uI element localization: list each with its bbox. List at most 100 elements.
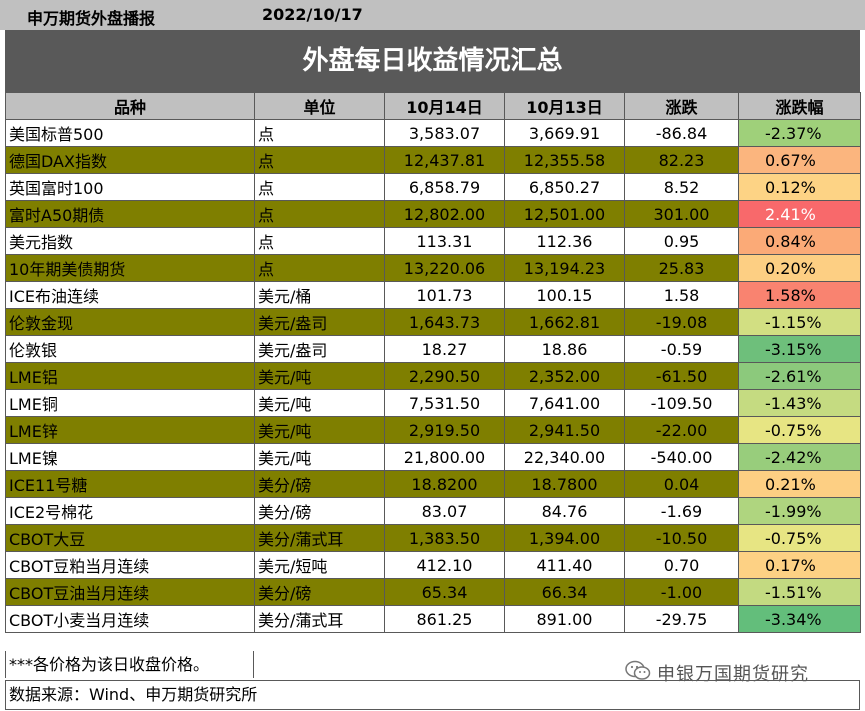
change-cell: -19.08 (624, 308, 739, 336)
watermark-text: 申银万国期货研究 (657, 664, 809, 685)
product-name-cell: CBOT豆粕当月连续 (5, 551, 255, 579)
unit-cell: 点 (254, 173, 385, 201)
oct13-price-cell: 100.15 (504, 281, 625, 309)
oct13-price-cell: 112.36 (504, 227, 625, 255)
unit-cell: 美分/磅 (254, 578, 385, 606)
change-pct-cell: -3.34% (738, 605, 861, 633)
product-name-cell: ICE布油连续 (5, 281, 255, 309)
oct14-price-cell: 13,220.06 (384, 254, 505, 282)
product-name-cell: CBOT豆油当月连续 (5, 578, 255, 606)
oct13-price-cell: 2,352.00 (504, 362, 625, 390)
wechat-icon (625, 660, 651, 686)
table-row: LME镍 美元/吨 21,800.00 22,340.00 -540.00 -2.42% (5, 443, 861, 471)
oct14-price-cell: 1,643.73 (384, 308, 505, 336)
product-name-cell: CBOT小麦当月连续 (5, 605, 255, 633)
oct13-price-cell: 12,501.00 (504, 200, 625, 228)
oct14-price-cell: 101.73 (384, 281, 505, 309)
table-row: CBOT小麦当月连续 美分/蒲式耳 861.25 891.00 -29.75 -3.34% (5, 605, 861, 633)
oct13-price-cell: 7,641.00 (504, 389, 625, 417)
table-row: ICE11号糖 美分/磅 18.8200 18.7800 0.04 0.21% (5, 470, 861, 498)
oct14-price-cell: 113.31 (384, 227, 505, 255)
change-pct-cell: 0.12% (738, 173, 861, 201)
product-name-cell: 伦敦银 (5, 335, 255, 363)
table-row: CBOT豆粕当月连续 美元/短吨 412.10 411.40 0.70 0.17% (5, 551, 861, 579)
change-pct-cell: -2.37% (738, 119, 861, 147)
unit-cell: 美元/短吨 (254, 551, 385, 579)
change-cell: 25.83 (624, 254, 739, 282)
change-cell: -1.69 (624, 497, 739, 525)
product-name-cell: LME铜 (5, 389, 255, 417)
oct13-price-cell: 12,355.58 (504, 146, 625, 174)
oct13-price-cell: 2,941.50 (504, 416, 625, 444)
change-cell: 0.04 (624, 470, 739, 498)
oct14-price-cell: 861.25 (384, 605, 505, 633)
change-cell: -10.50 (624, 524, 739, 552)
change-pct-cell: 2.41% (738, 200, 861, 228)
change-pct-cell: -3.15% (738, 335, 861, 363)
change-cell: 301.00 (624, 200, 739, 228)
watermark: 申银万国期货研究 (625, 660, 809, 686)
change-cell: -0.59 (624, 335, 739, 363)
change-pct-cell: -2.61% (738, 362, 861, 390)
oct14-price-cell: 83.07 (384, 497, 505, 525)
product-name-cell: 富时A50期债 (5, 200, 255, 228)
oct14-price-cell: 7,531.50 (384, 389, 505, 417)
change-pct-cell: -0.75% (738, 524, 861, 552)
unit-cell: 点 (254, 146, 385, 174)
oct14-price-cell: 65.34 (384, 578, 505, 606)
oct13-price-cell: 3,669.91 (504, 119, 625, 147)
table-row: 富时A50期债点 12,802.00 12,501.00 301.00 2.41% (5, 200, 861, 228)
product-name-cell: ICE11号糖 (5, 470, 255, 498)
page-title: 外盘每日收益情况汇总 (5, 30, 860, 92)
oct14-price-cell: 18.27 (384, 335, 505, 363)
table-row: 美元指数点 113.31 112.36 0.95 0.84% (5, 227, 861, 255)
unit-cell: 美元/吨 (254, 443, 385, 471)
unit-cell: 美元/盎司 (254, 335, 385, 363)
returns-table: 品种 单位 10月14日 10月13日 涨跌 涨跌幅 美国标普500 点 3,583… (5, 92, 861, 633)
table-row: LME铜 美元/吨 7,531.50 7,641.00 -109.50 -1.43% (5, 389, 861, 417)
table-row: CBOT大豆 美分/蒲式耳 1,383.50 1,394.00 -10.50 -0.75% (5, 524, 861, 552)
oct14-price-cell: 18.8200 (384, 470, 505, 498)
change-cell: 0.95 (624, 227, 739, 255)
oct14-price-cell: 12,802.00 (384, 200, 505, 228)
change-cell: 0.70 (624, 551, 739, 579)
oct13-price-cell: 411.40 (504, 551, 625, 579)
change-cell: -61.50 (624, 362, 739, 390)
data-source: 数据来源：Wind、申万期货研究所 (5, 680, 860, 710)
unit-cell: 美元/吨 (254, 389, 385, 417)
oct14-price-cell: 2,919.50 (384, 416, 505, 444)
oct14-price-cell: 3,583.07 (384, 119, 505, 147)
change-pct-cell: 0.21% (738, 470, 861, 498)
oct14-price-cell: 2,290.50 (384, 362, 505, 390)
report-date: 2022/10/17 (262, 5, 363, 24)
unit-cell: 点 (254, 227, 385, 255)
oct14-price-cell: 12,437.81 (384, 146, 505, 174)
unit-cell: 点 (254, 254, 385, 282)
product-name-cell: LME铝 (5, 362, 255, 390)
col-header-unit: 单位 (254, 92, 385, 120)
table-row: 美国标普500 点 3,583.07 3,669.91 -86.84 -2.37% (5, 119, 861, 147)
product-name-cell: 德国DAX指数 (5, 146, 255, 174)
report-name: 申万期货外盘播报 (27, 9, 156, 28)
header-bar: 申万期货外盘播报 2022/10/17 (0, 0, 865, 30)
unit-cell: 美分/蒲式耳 (254, 524, 385, 552)
change-pct-cell: 1.58% (738, 281, 861, 309)
product-name-cell: 英国富时100 (5, 173, 255, 201)
col-header-change: 涨跌 (624, 92, 739, 120)
table-row: 英国富时100 点 6,858.79 6,850.27 8.52 0.12% (5, 173, 861, 201)
oct13-price-cell: 84.76 (504, 497, 625, 525)
oct13-price-cell: 891.00 (504, 605, 625, 633)
change-cell: -22.00 (624, 416, 739, 444)
oct13-price-cell: 18.86 (504, 335, 625, 363)
col-header-change-pct: 涨跌幅 (738, 92, 861, 120)
table-header-row: 品种 单位 10月14日 10月13日 涨跌 涨跌幅 (5, 92, 861, 120)
change-pct-cell: 0.67% (738, 146, 861, 174)
oct13-price-cell: 18.7800 (504, 470, 625, 498)
table-row: LME锌 美元/吨 2,919.50 2,941.50 -22.00 -0.75% (5, 416, 861, 444)
table-row: 伦敦银 美元/盎司 18.27 18.86 -0.59 -3.15% (5, 335, 861, 363)
col-header-oct14: 10月14日 (384, 92, 505, 120)
change-cell: -1.00 (624, 578, 739, 606)
product-name-cell: 伦敦金现 (5, 308, 255, 336)
change-pct-cell: 0.84% (738, 227, 861, 255)
product-name-cell: CBOT大豆 (5, 524, 255, 552)
